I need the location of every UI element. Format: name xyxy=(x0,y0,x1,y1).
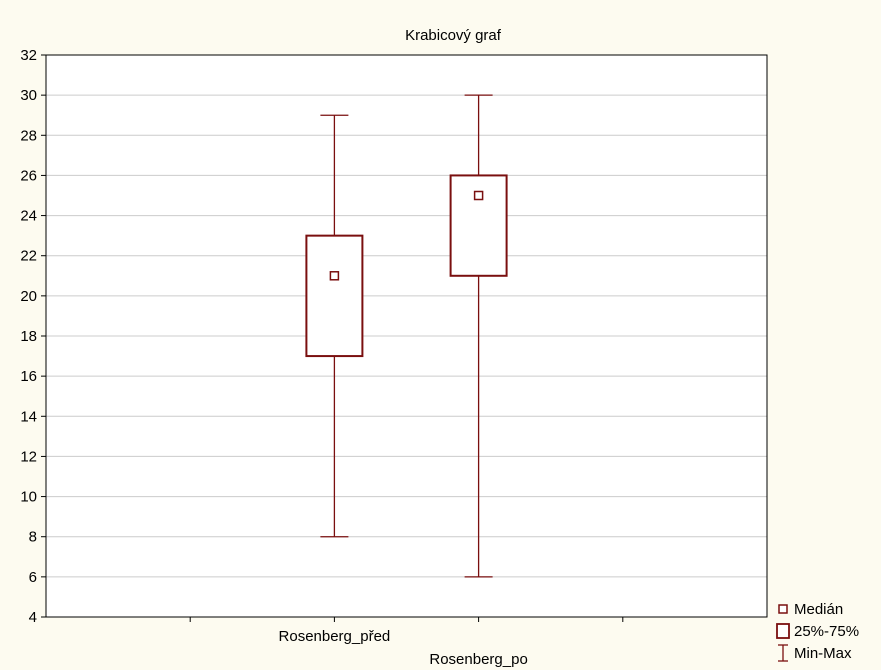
y-tick-label: 20 xyxy=(20,288,37,305)
box-Rosenberg_před xyxy=(305,114,364,538)
y-tick-label: 6 xyxy=(29,569,37,586)
x-axis-ticks xyxy=(189,617,624,622)
x-tick-label: Rosenberg_před xyxy=(279,628,391,645)
chart-title: Krabicový graf xyxy=(405,27,502,44)
box-iqr xyxy=(449,174,508,277)
y-tick-label: 10 xyxy=(20,489,37,506)
legend-label: Min-Max xyxy=(794,645,852,662)
legend-label: Medián xyxy=(794,601,843,618)
y-tick-label: 8 xyxy=(29,529,37,546)
y-tick-label: 28 xyxy=(20,127,37,144)
legend-item-median: Medián xyxy=(778,601,843,618)
median-marker xyxy=(329,271,340,281)
x-tick-label: Rosenberg_po xyxy=(429,651,527,668)
y-axis-ticks: 4 6 8 10 12 14 16 18 20 22 24 26 28 30 32 xyxy=(20,47,46,626)
y-tick-label: 30 xyxy=(20,87,37,104)
x-axis-labels: Rosenberg_před Rosenberg_po xyxy=(279,628,528,668)
plot-frame xyxy=(45,54,768,618)
y-tick-label: 26 xyxy=(20,167,37,184)
box-Rosenberg_po xyxy=(449,94,508,578)
y-tick-label: 4 xyxy=(29,609,37,626)
legend-median-icon xyxy=(778,604,788,614)
legend-box-icon xyxy=(776,623,790,639)
legend-item-box: 25%-75% xyxy=(776,623,859,640)
y-tick-label: 18 xyxy=(20,328,37,345)
legend: Medián 25%-75% Min-Max xyxy=(776,601,859,662)
y-tick-label: 32 xyxy=(20,47,37,64)
legend-label: 25%-75% xyxy=(794,623,859,640)
y-tick-label: 12 xyxy=(20,448,37,465)
y-tick-label: 24 xyxy=(20,208,37,225)
box-iqr xyxy=(305,234,364,358)
y-tick-label: 14 xyxy=(20,408,37,425)
median-marker xyxy=(473,190,484,201)
y-tick-label: 16 xyxy=(20,368,37,385)
y-tick-label: 22 xyxy=(20,248,37,265)
grid-lines xyxy=(46,94,767,578)
box-series xyxy=(305,94,508,578)
legend-item-whisker: Min-Max xyxy=(778,644,852,662)
